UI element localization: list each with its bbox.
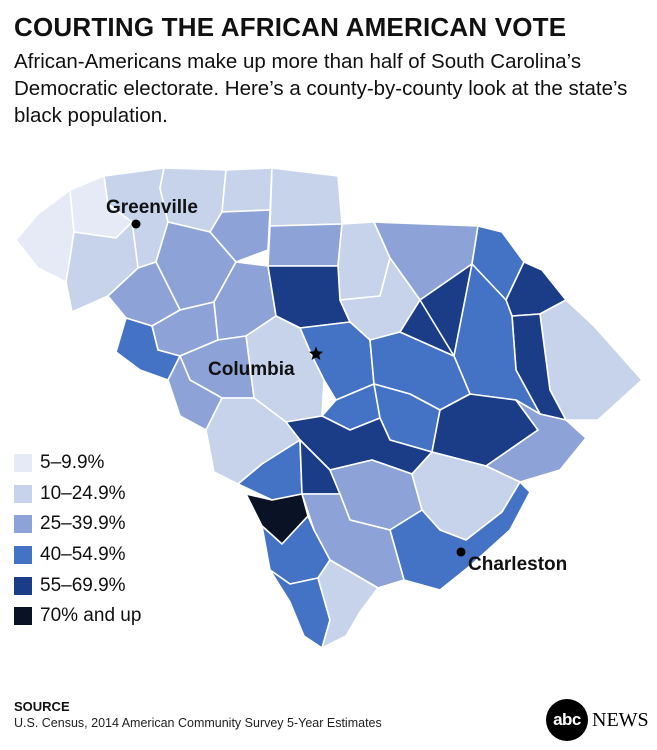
legend: 5–9.9% 10–24.9% 25–39.9% 40–54.9% 55–69.… <box>14 448 141 632</box>
legend-item: 5–9.9% <box>14 448 141 479</box>
greenville-marker <box>131 219 141 229</box>
county-chester <box>267 223 343 267</box>
county-georgetown <box>485 399 587 483</box>
legend-item: 40–54.9% <box>14 540 141 571</box>
legend-label: 70% and up <box>40 605 142 627</box>
source-text: U.S. Census, 2014 American Community Sur… <box>14 716 382 730</box>
legend-swatch <box>14 546 32 565</box>
columbia-label: Columbia <box>208 359 295 380</box>
charleston-label: Charleston <box>468 554 567 575</box>
legend-swatch <box>14 607 32 626</box>
county-mccormick <box>115 317 181 381</box>
legend-swatch <box>14 515 32 534</box>
legend-item: 10–24.9% <box>14 479 141 510</box>
county-cherokee <box>221 167 273 213</box>
chart-title: COURTING THE AFRICAN AMERICAN VOTE <box>14 12 567 42</box>
legend-item: 25–39.9% <box>14 509 141 540</box>
county-oconee <box>15 189 75 283</box>
county-beaufort <box>317 559 379 649</box>
legend-swatch <box>14 454 32 473</box>
abc-logo-mark: abc <box>546 699 588 741</box>
legend-label: 5–9.9% <box>40 452 105 474</box>
county-lee <box>399 299 455 357</box>
legend-item: 70% and up <box>14 601 141 632</box>
chart-subtitle: African-Americans make up more than half… <box>14 50 628 127</box>
legend-label: 55–69.9% <box>40 574 126 596</box>
news-wordmark: NEWS <box>592 708 649 731</box>
county-york <box>269 167 343 227</box>
legend-label: 40–54.9% <box>40 544 126 566</box>
source-heading: SOURCE <box>14 699 70 714</box>
legend-label: 25–39.9% <box>40 513 126 535</box>
legend-swatch <box>14 484 32 503</box>
charleston-marker <box>456 547 466 557</box>
columbia-star-icon <box>308 346 324 360</box>
legend-item: 55–69.9% <box>14 570 141 601</box>
legend-swatch <box>14 576 32 595</box>
legend-label: 10–24.9% <box>40 482 126 504</box>
abc-news-logo: abc NEWS <box>546 699 649 741</box>
greenville-label: Greenville <box>106 197 198 218</box>
